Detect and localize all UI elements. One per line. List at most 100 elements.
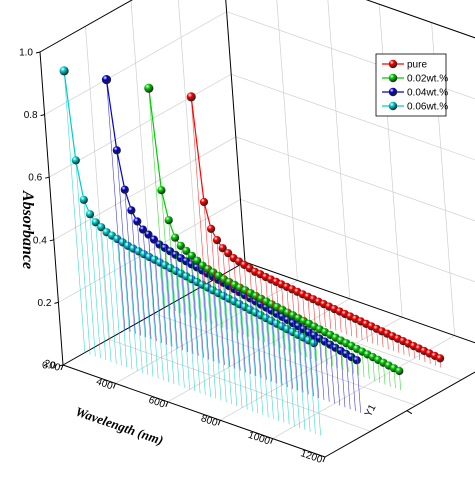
drop-line [324,332,328,365]
drop-line [207,273,215,362]
drop-line [202,284,211,397]
x-tick-label: 800 [199,413,219,429]
drop-line [131,210,141,336]
drop-line [127,245,138,372]
drop-line [164,265,175,384]
drop-line [245,290,250,337]
drop-line [191,255,197,319]
drop-line [212,276,220,364]
legend-marker [388,101,398,111]
x-tick-mark [217,420,221,426]
data-point [85,210,95,219]
data-point [97,223,106,232]
drop-line [335,347,341,406]
drop-line [260,315,269,418]
x-tick-label: 200 [42,358,62,374]
drop-line [100,227,112,362]
data-point [91,218,100,227]
drop-line [137,221,147,338]
drop-line [281,326,290,425]
drop-line [302,294,305,320]
drop-line [356,348,360,376]
drop-line [207,269,213,324]
drop-line [307,296,311,322]
drop-line [223,279,229,330]
drop-line [249,309,259,414]
drop-line [260,304,267,380]
drop-line [308,332,314,397]
x-tick-mark [60,364,64,371]
drop-line [244,306,253,412]
drop-line [186,276,196,392]
drop-line [292,331,300,429]
legend-label: 0.02wt.% [407,74,448,85]
data-point [71,156,80,165]
drop-line [265,318,274,419]
drop-line [351,357,356,411]
drop-line [95,222,107,361]
z-tick-mark [35,51,41,54]
drop-line [148,88,166,308]
series-0.02wt.% [144,83,404,391]
x-tick-mark [322,456,326,463]
drop-line [217,279,225,365]
z-tick-mark [49,239,54,242]
grid-line-z [39,0,475,53]
drop-line [210,228,216,289]
legend-marker [388,59,398,69]
data-point [224,249,233,258]
drop-line [175,270,185,388]
drop-line [213,272,218,326]
drop-line [154,259,164,381]
drop-line [229,282,234,332]
drop-line [281,284,284,313]
drop-line [227,253,232,294]
z-tick-label: 0.0 [42,361,56,372]
drop-line [303,329,309,395]
drop-line [345,343,349,372]
data-point [120,185,129,194]
data-point [144,230,153,239]
drop-line [250,293,255,339]
drop-line [196,281,206,395]
data-point [133,217,142,226]
drop-line [191,279,201,394]
frame-edge [39,51,64,366]
data-point [218,244,227,253]
drop-line [303,320,307,358]
data-point [149,235,159,244]
drop-line [233,258,237,296]
drop-line [180,258,189,353]
z-tick-mark [54,301,59,304]
data-point [138,225,148,234]
drop-line [291,289,295,316]
legend: pure 0.02wt.% 0.04wt.% 0.06wt.% [375,53,448,117]
drop-line [260,298,265,343]
frame-edge [244,261,475,344]
z-axis-ticks: 0.0 0.2 0.4 0.6 0.8 1.0 [19,48,64,372]
drop-line [265,307,272,382]
drop-line [218,275,223,328]
data-point [395,366,404,376]
drop-line [297,326,304,393]
drop-line [270,279,274,309]
frame-edge [39,0,133,53]
drop-line [271,304,276,346]
drop-line [276,323,285,423]
data-point [144,83,154,93]
drop-line [292,315,297,354]
drop-line [351,345,354,374]
drop-line [63,70,86,353]
drop-line [249,298,257,377]
drop-line [335,337,339,369]
drop-line [282,309,286,350]
drop-line [170,268,180,386]
x-tick-label: 600 [147,395,167,411]
drop-line [216,240,221,291]
drop-line [287,319,293,389]
data-point [164,216,173,225]
x-axis-title: Wavelength (nm) [74,404,166,448]
drop-line [228,285,236,369]
drop-line [180,273,190,390]
drop-line [190,96,206,285]
